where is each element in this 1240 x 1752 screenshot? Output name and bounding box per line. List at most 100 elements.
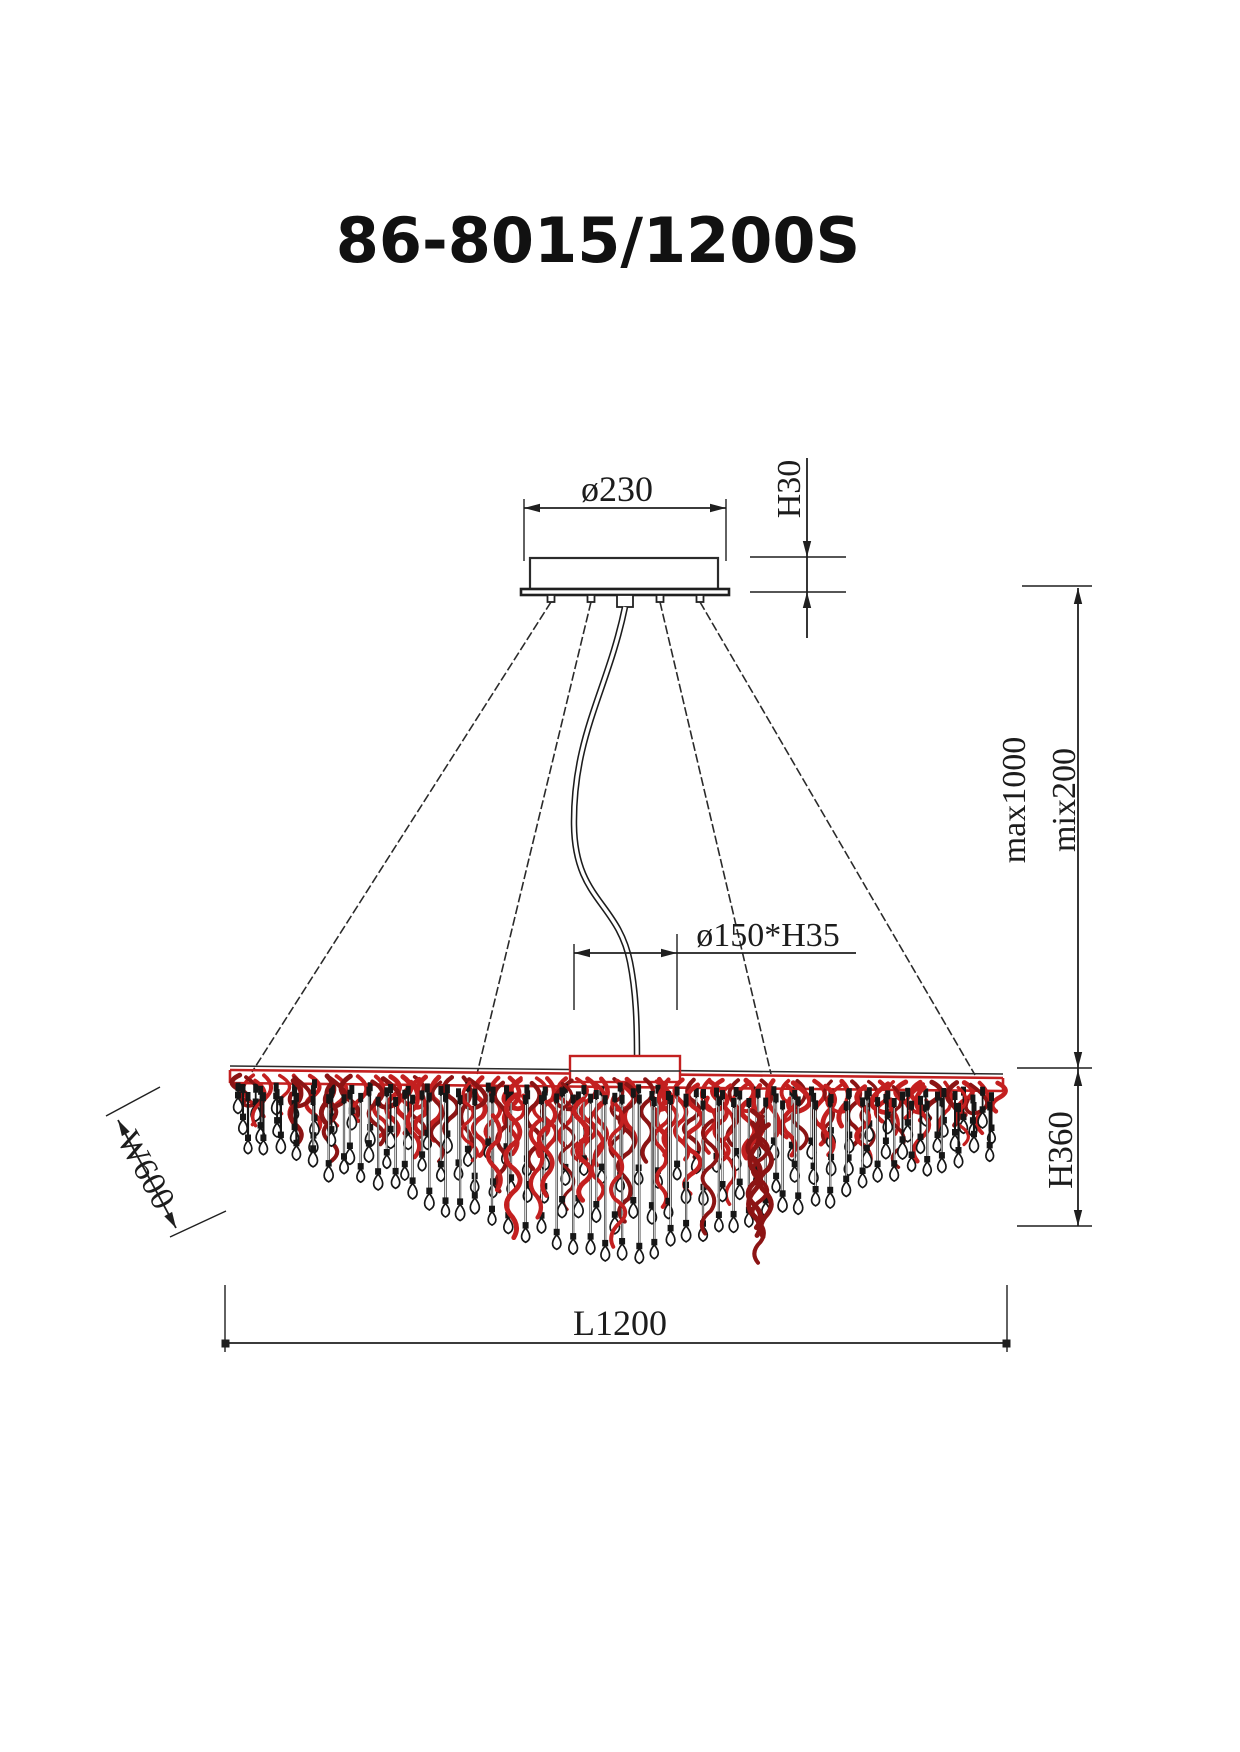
- strand-bead: [293, 1092, 299, 1102]
- strand-bead: [923, 1088, 929, 1098]
- drop-cap: [810, 1162, 817, 1170]
- crystal-drop: [936, 1156, 947, 1174]
- wire-curl: [699, 1118, 720, 1236]
- drop-cap: [559, 1196, 566, 1203]
- crystal-drop: [591, 1205, 602, 1224]
- crystal-drop: [665, 1229, 676, 1247]
- strand-bead: [952, 1091, 958, 1101]
- strand-bead: [956, 1102, 961, 1112]
- strand-bead: [310, 1085, 316, 1095]
- wire-curl: [820, 1083, 838, 1158]
- crystal-drop: [307, 1150, 319, 1168]
- crystal-drop: [237, 1118, 249, 1136]
- drop-cap: [611, 1211, 618, 1218]
- strand-bead: [746, 1098, 752, 1107]
- drop-cap: [553, 1228, 560, 1236]
- drop-cap: [924, 1156, 931, 1163]
- wire-curl: [607, 1102, 628, 1249]
- drop-cap: [938, 1152, 945, 1159]
- strand-bead: [693, 1088, 699, 1098]
- strand-bead: [636, 1094, 642, 1104]
- crystal-drop: [777, 1194, 788, 1214]
- strand-bead: [310, 1096, 316, 1105]
- drop-cap: [464, 1145, 471, 1153]
- strand-bead: [559, 1087, 565, 1097]
- strand-bead: [347, 1089, 353, 1099]
- drop-cap: [891, 1160, 898, 1167]
- strand-bead: [312, 1079, 317, 1089]
- dim-label-suspension-min: mix200: [1046, 748, 1083, 852]
- dim-hub-size: ø150*H35: [573, 917, 856, 1010]
- extension-line: [169, 1210, 227, 1238]
- wire-hook: [786, 1080, 813, 1114]
- crystal-drop: [680, 1224, 692, 1243]
- crystal-drop: [323, 1164, 335, 1183]
- drop-cap: [392, 1167, 399, 1175]
- strand-bead: [424, 1083, 430, 1093]
- crystal-drop: [462, 1150, 473, 1168]
- drop-cap: [988, 1124, 995, 1131]
- strand-bead: [651, 1097, 657, 1106]
- wire-curl: [338, 1073, 361, 1125]
- crystal-drop: [880, 1142, 892, 1160]
- drop-cap: [375, 1168, 382, 1175]
- drop-cap: [683, 1219, 690, 1227]
- drop-cap: [274, 1117, 281, 1124]
- drop-cap: [442, 1197, 449, 1204]
- crystal-strands: [229, 1072, 1008, 1265]
- strand-bead: [457, 1095, 463, 1105]
- drop-cap: [277, 1131, 284, 1139]
- dim-label-body-width: W600: [109, 1125, 182, 1216]
- wire-curl: [536, 1099, 558, 1198]
- drop-cap: [325, 1160, 332, 1167]
- drop-cap: [367, 1124, 374, 1131]
- drop-cap: [426, 1187, 433, 1195]
- drop-cap: [979, 1106, 986, 1113]
- drop-cap: [762, 1196, 769, 1204]
- crystal-drop: [616, 1242, 628, 1261]
- wire-curl: [528, 1117, 545, 1220]
- drop-cap: [328, 1126, 335, 1133]
- wire-curl: [710, 1077, 731, 1162]
- crystal-drop: [672, 1165, 682, 1181]
- strand-bead: [375, 1096, 381, 1106]
- strand-bead: [245, 1092, 251, 1101]
- strand-bead: [909, 1100, 915, 1110]
- wire-curl: [682, 1082, 705, 1197]
- drop-cap: [311, 1114, 318, 1121]
- drop-cap: [401, 1160, 408, 1168]
- drop-cap: [489, 1205, 495, 1213]
- strand-bead: [489, 1093, 495, 1103]
- strand-bead: [935, 1091, 940, 1101]
- wire-curl: [412, 1074, 429, 1137]
- strand-bead: [426, 1092, 432, 1102]
- drop-cap: [437, 1160, 444, 1168]
- wire-curl: [750, 1114, 770, 1265]
- drop-cap: [310, 1145, 317, 1152]
- drop-cap: [917, 1133, 924, 1141]
- wire-curl: [989, 1080, 1008, 1114]
- strand-bead: [860, 1097, 866, 1107]
- strand-bead: [617, 1082, 623, 1092]
- strand-bead: [649, 1091, 655, 1100]
- arrowhead: [710, 503, 726, 513]
- wire-curl: [485, 1113, 503, 1193]
- strand-bead: [292, 1087, 298, 1097]
- drop-cap: [405, 1128, 412, 1135]
- canopy-box: [528, 556, 720, 591]
- wire-curl: [571, 1096, 594, 1203]
- canopy-hook: [655, 594, 665, 603]
- drop-cap: [934, 1131, 941, 1138]
- drop-cap: [884, 1111, 891, 1119]
- drop-cap: [770, 1137, 777, 1144]
- crystal-drop: [356, 1167, 366, 1184]
- drop-cap: [587, 1233, 594, 1240]
- drop-cap: [812, 1186, 819, 1193]
- wire-curl: [503, 1092, 523, 1241]
- strand-bead: [419, 1090, 425, 1100]
- strand-bead: [472, 1096, 478, 1106]
- dim-canopy-height: H30: [750, 458, 846, 638]
- drop-cap: [863, 1144, 870, 1152]
- ceiling-canopy: [519, 556, 731, 608]
